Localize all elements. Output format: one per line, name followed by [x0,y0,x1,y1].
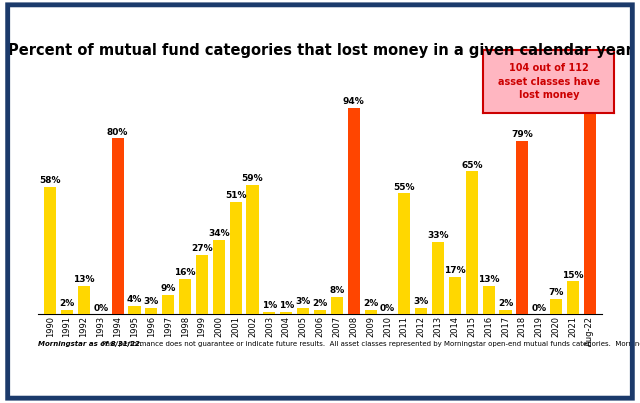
Bar [483,286,495,314]
Bar [280,312,292,314]
Bar [263,312,275,314]
Bar [179,279,191,314]
Bar [61,310,73,314]
Text: 55%: 55% [394,183,415,192]
Bar [246,185,259,314]
Text: 0%: 0% [93,303,108,313]
Text: 3%: 3% [413,297,429,306]
Bar [348,108,360,314]
Bar [212,240,225,314]
Text: 9%: 9% [161,284,176,293]
Bar [145,308,157,314]
Text: 17%: 17% [444,266,466,275]
Text: 1%: 1% [278,301,294,310]
Text: 2%: 2% [498,299,513,308]
Bar [44,187,56,314]
Text: 2%: 2% [60,299,75,308]
Text: 34%: 34% [208,229,230,238]
Text: 79%: 79% [511,130,533,139]
Bar [297,308,309,314]
Text: 27%: 27% [191,244,212,253]
Text: 4%: 4% [127,295,142,304]
Bar [516,141,529,314]
Text: 13%: 13% [73,275,95,284]
Text: Percent of mutual fund categories that lost money in a given calendar year: Percent of mutual fund categories that l… [8,43,632,58]
Text: 0%: 0% [380,303,395,313]
Text: 58%: 58% [40,176,61,185]
Text: 2%: 2% [312,299,328,308]
Text: 94%: 94% [343,97,365,106]
Bar [584,110,596,314]
Text: 104 out of 112
asset classes have
lost money: 104 out of 112 asset classes have lost m… [498,63,600,100]
Text: 59%: 59% [242,174,264,183]
Text: 3%: 3% [296,297,311,306]
Bar [499,310,511,314]
Text: 1%: 1% [262,301,277,310]
Text: 8%: 8% [329,286,344,295]
Bar [78,286,90,314]
Bar [432,242,444,314]
Text: Morningstar as of 8/31/22.: Morningstar as of 8/31/22. [38,341,143,347]
Bar [550,299,562,314]
Text: Past performance does not guarantee or indicate future results.  All asset class: Past performance does not guarantee or i… [39,341,640,347]
Bar [415,308,428,314]
Bar [162,295,174,314]
Bar [331,297,343,314]
Text: 51%: 51% [225,191,246,200]
Bar [567,281,579,314]
Text: 2%: 2% [363,299,378,308]
Text: 93%: 93% [579,99,600,108]
Text: 7%: 7% [548,288,564,297]
Text: 15%: 15% [562,270,584,280]
Bar [398,193,410,314]
Text: 65%: 65% [461,161,483,170]
Bar [449,277,461,314]
Text: 33%: 33% [428,231,449,240]
Bar [230,202,242,314]
Bar [196,255,208,314]
Text: 0%: 0% [532,303,547,313]
Text: 16%: 16% [174,268,196,277]
Text: 80%: 80% [107,128,129,137]
Bar [314,310,326,314]
Bar [365,310,377,314]
Text: 3%: 3% [144,297,159,306]
Text: 13%: 13% [478,275,499,284]
Bar [111,139,124,314]
Bar [466,171,478,314]
Bar [129,305,141,314]
